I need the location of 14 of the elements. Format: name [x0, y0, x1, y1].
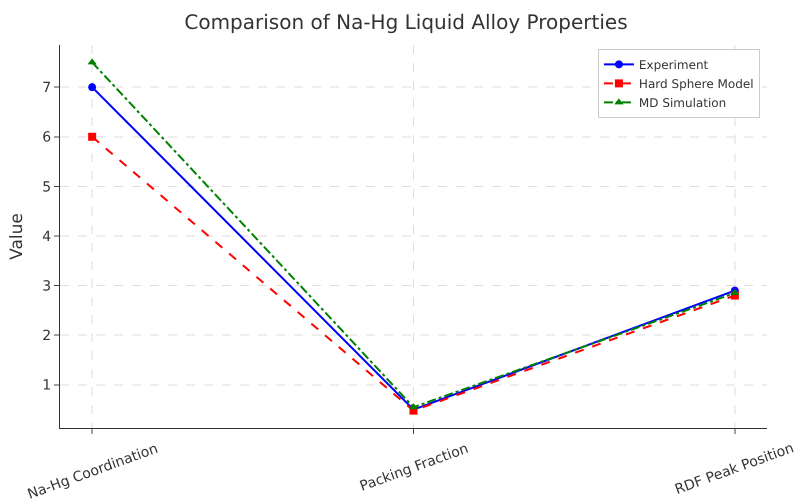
y-tick-label: 6 [42, 130, 52, 146]
chart-title: Comparison of Na-Hg Liquid Alloy Properties [184, 10, 628, 34]
y-tick-label: 2 [42, 328, 52, 344]
y-axis-title: Value [6, 213, 27, 260]
y-tick-label: 1 [42, 378, 52, 394]
legend-label: Hard Sphere Model [638, 77, 754, 92]
point [88, 83, 96, 92]
legend-label: Experiment [638, 58, 709, 72]
legend-label: MD Simulation [638, 96, 726, 110]
point [88, 132, 96, 141]
y-tick-label: 5 [42, 179, 52, 196]
y-tick-label: 4 [42, 228, 52, 245]
y-tick-label: 3 [42, 278, 52, 295]
y-tick-label: 7 [42, 80, 52, 96]
